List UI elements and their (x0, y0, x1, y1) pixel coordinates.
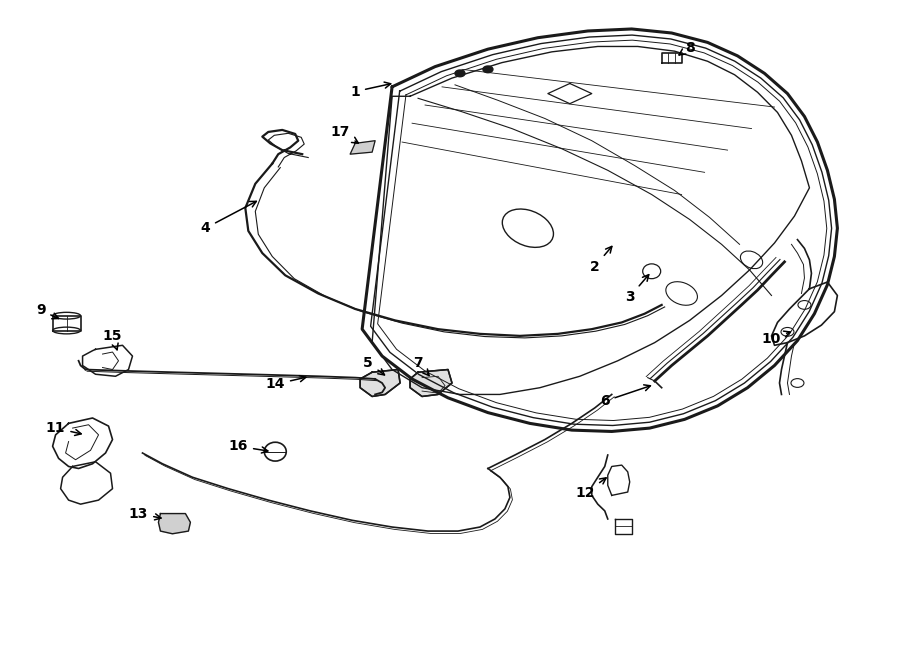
Text: 5: 5 (364, 356, 384, 375)
Polygon shape (158, 514, 191, 534)
Text: 17: 17 (330, 125, 358, 143)
Text: 14: 14 (266, 375, 306, 391)
Text: 11: 11 (46, 421, 81, 436)
Text: 13: 13 (129, 506, 161, 521)
Text: 1: 1 (350, 82, 391, 98)
Text: 10: 10 (761, 331, 790, 346)
Circle shape (483, 66, 493, 73)
Text: 2: 2 (590, 247, 612, 274)
Text: 3: 3 (625, 275, 649, 304)
Text: 7: 7 (413, 356, 429, 375)
Text: 8: 8 (679, 41, 695, 55)
Text: 9: 9 (36, 303, 58, 319)
Text: 15: 15 (103, 329, 122, 350)
Polygon shape (360, 369, 400, 397)
Polygon shape (410, 369, 452, 397)
Text: 16: 16 (229, 440, 268, 453)
Text: 12: 12 (575, 478, 606, 500)
Polygon shape (350, 141, 375, 154)
Text: 6: 6 (600, 385, 651, 408)
Circle shape (455, 70, 465, 77)
Text: 4: 4 (201, 202, 256, 235)
